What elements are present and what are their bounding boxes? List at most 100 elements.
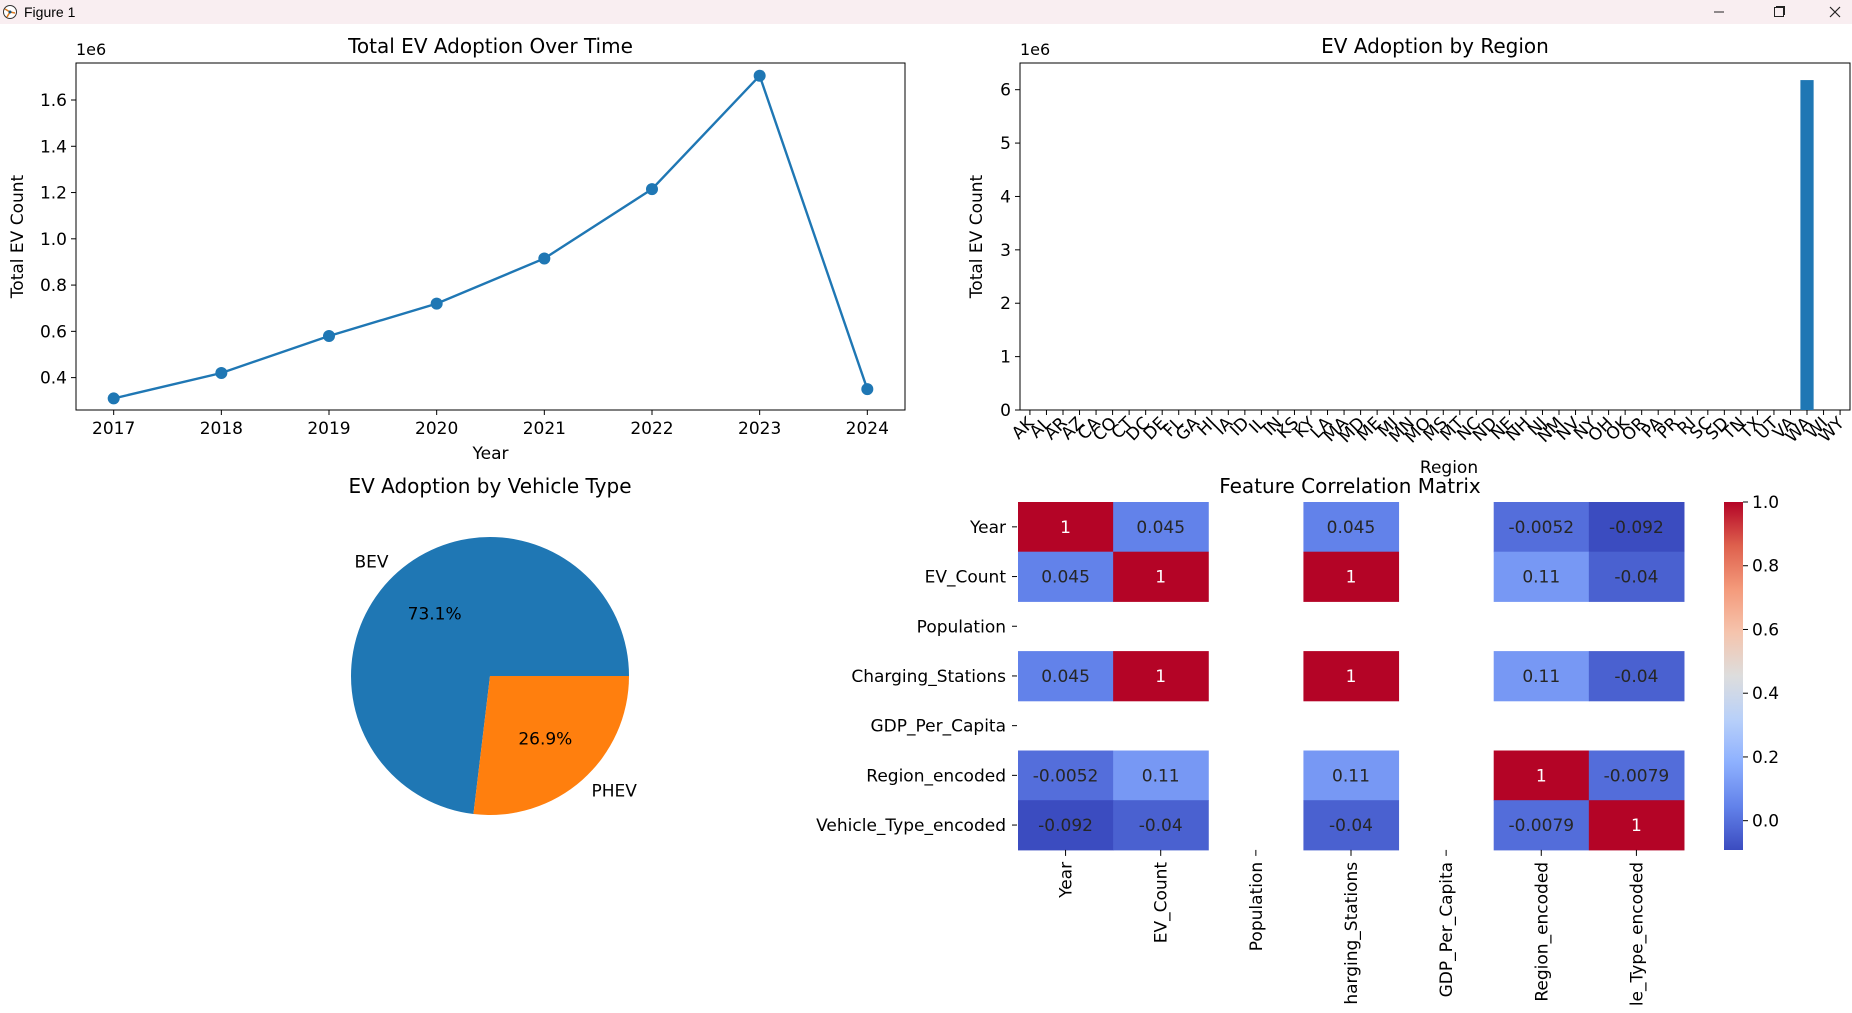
heatmap-cell <box>1018 651 1114 702</box>
colorbar-tick-label: 0.8 <box>1752 557 1779 577</box>
heatmap-row-label: Region_encoded <box>866 766 1006 786</box>
heatmap-cell-value: -0.0079 <box>1604 766 1670 786</box>
line-chart-xtick-label: 2020 <box>415 419 458 439</box>
heatmap-cell <box>1588 551 1685 602</box>
line-chart-xtick-label: 2017 <box>92 419 135 439</box>
pie-chart-title: EV Adoption by Vehicle Type <box>348 474 631 498</box>
heatmap-cell <box>1113 800 1209 851</box>
colorbar-tick-label: 0.6 <box>1752 620 1779 640</box>
heatmap-cell <box>1018 551 1114 602</box>
bar-chart-ytick-label: 5 <box>1000 134 1011 154</box>
maximize-icon <box>1774 6 1785 17</box>
heatmap-row-label: Population <box>917 617 1006 637</box>
heatmap-title: Feature Correlation Matrix <box>1219 474 1481 498</box>
heatmap-col-label: le_Type_encoded <box>1627 862 1647 1006</box>
heatmap: Feature Correlation Matrix Year 1 0.045 0.04… <box>816 474 1779 1006</box>
pie-chart-label: PHEV <box>591 781 637 801</box>
minimize-icon <box>1714 11 1724 13</box>
line-chart-ytick-label: 0.6 <box>40 322 67 342</box>
heatmap-row-label: GDP_Per_Capita <box>871 717 1007 737</box>
bar-chart: EV Adoption by Region1e60123456AKALARAZC… <box>967 34 1851 478</box>
colorbar-tick-label: 0.0 <box>1752 812 1779 832</box>
line-chart-offset-label: 1e6 <box>76 40 106 59</box>
line-chart-point <box>323 329 336 342</box>
bar-chart-ytick-label: 3 <box>1000 241 1011 261</box>
colorbar <box>1724 502 1743 850</box>
heatmap-cell <box>1018 800 1114 851</box>
line-chart-ylabel: Total EV Count <box>8 174 28 299</box>
line-chart-ytick-label: 1.0 <box>40 230 67 250</box>
pie-chart-pct-label: 26.9% <box>518 729 572 749</box>
line-chart-xtick-label: 2019 <box>307 419 350 439</box>
heatmap-col-label: Region_encoded <box>1532 862 1552 1002</box>
heatmap-row-label: EV_Count <box>925 568 1007 588</box>
bar-chart-offset-label: 1e6 <box>1020 40 1050 59</box>
bar-chart-frame <box>1019 62 1851 411</box>
heatmap-cell <box>1588 800 1685 851</box>
window-title: Figure 1 <box>24 4 76 20</box>
colorbar-tick-label: 0.4 <box>1752 684 1779 704</box>
pie-chart-pct-label: 73.1% <box>408 605 462 625</box>
line-chart-xtick-label: 2018 <box>200 419 243 439</box>
maximize-button[interactable] <box>1756 0 1802 24</box>
heatmap-cell <box>1303 551 1400 602</box>
heatmap-cell-value: 1 <box>1346 667 1357 687</box>
heatmap-cell-value: -0.0052 <box>1508 518 1574 538</box>
heatmap-cell-value: 0.11 <box>1142 766 1180 786</box>
heatmap-row-label: Year <box>969 518 1006 538</box>
heatmap-col-label: Population <box>1247 862 1267 951</box>
heatmap-cell-value: 0.045 <box>1136 518 1185 538</box>
pie-chart-slice <box>351 537 629 815</box>
heatmap-cell <box>1493 750 1590 801</box>
heatmap-cell-value: -0.04 <box>1139 816 1183 836</box>
bar-chart-title: EV Adoption by Region <box>1321 34 1549 58</box>
heatmap-row-label: Charging_Stations <box>851 667 1006 687</box>
heatmap-cell-value: 1 <box>1346 568 1357 588</box>
heatmap-cell-value: 1 <box>1155 568 1166 588</box>
bar-chart-xlabel: Region <box>1420 458 1478 478</box>
pie-chart-slice <box>473 676 629 815</box>
minimize-button[interactable] <box>1696 0 1742 24</box>
heatmap-cell-value: 0.11 <box>1522 568 1560 588</box>
heatmap-cell <box>1588 750 1685 801</box>
heatmap-cell <box>1588 502 1685 553</box>
heatmap-cell-value: 1 <box>1155 667 1166 687</box>
line-chart-series-line <box>113 73 869 400</box>
heatmap-cell-value: 0.045 <box>1327 518 1376 538</box>
heatmap-cell-value: -0.04 <box>1329 816 1373 836</box>
colorbar-tick-label: 1.0 <box>1752 493 1779 513</box>
bar-chart-ytick-label: 4 <box>1000 187 1011 207</box>
line-chart-xlabel: Year <box>472 444 509 464</box>
line-chart-point <box>753 69 766 82</box>
line-chart-frame <box>75 62 906 411</box>
heatmap-cell <box>1303 651 1400 702</box>
line-chart-point <box>215 366 228 379</box>
window-titlebar: Figure 1 <box>0 0 1852 24</box>
heatmap-cell <box>1493 551 1590 602</box>
bar-chart-bar <box>1800 80 1814 411</box>
heatmap-cell <box>1113 750 1209 801</box>
heatmap-cell <box>1493 502 1590 553</box>
close-button[interactable] <box>1812 0 1852 24</box>
heatmap-cell <box>1113 551 1209 602</box>
heatmap-cell <box>1303 502 1400 553</box>
heatmap-row-label: Vehicle_Type_encoded <box>816 816 1006 836</box>
heatmap-cell <box>1588 651 1685 702</box>
line-chart: Total EV Adoption Over Time 1e6 0.4 0.6 0.8 1… <box>8 34 906 464</box>
heatmap-cell <box>1018 502 1114 553</box>
bar-chart-ytick-label: 2 <box>1000 294 1011 314</box>
heatmap-cell <box>1303 750 1400 801</box>
line-chart-xtick-label: 2022 <box>630 419 673 439</box>
heatmap-col-label: harging_Stations <box>1342 862 1362 1005</box>
line-chart-title: Total EV Adoption Over Time <box>347 34 633 58</box>
pie-chart-label: BEV <box>354 553 388 573</box>
heatmap-cell-value: -0.0079 <box>1508 816 1574 836</box>
heatmap-cell-value: 0.045 <box>1041 568 1090 588</box>
heatmap-cell-value: 1 <box>1536 766 1547 786</box>
pie-chart: EV Adoption by Vehicle Type BEV 73.1% PHEV 2… <box>348 474 637 815</box>
heatmap-cell <box>1303 800 1400 851</box>
line-chart-point <box>861 383 874 396</box>
line-chart-ytick-label: 0.4 <box>40 369 67 389</box>
heatmap-cell <box>1113 502 1209 553</box>
